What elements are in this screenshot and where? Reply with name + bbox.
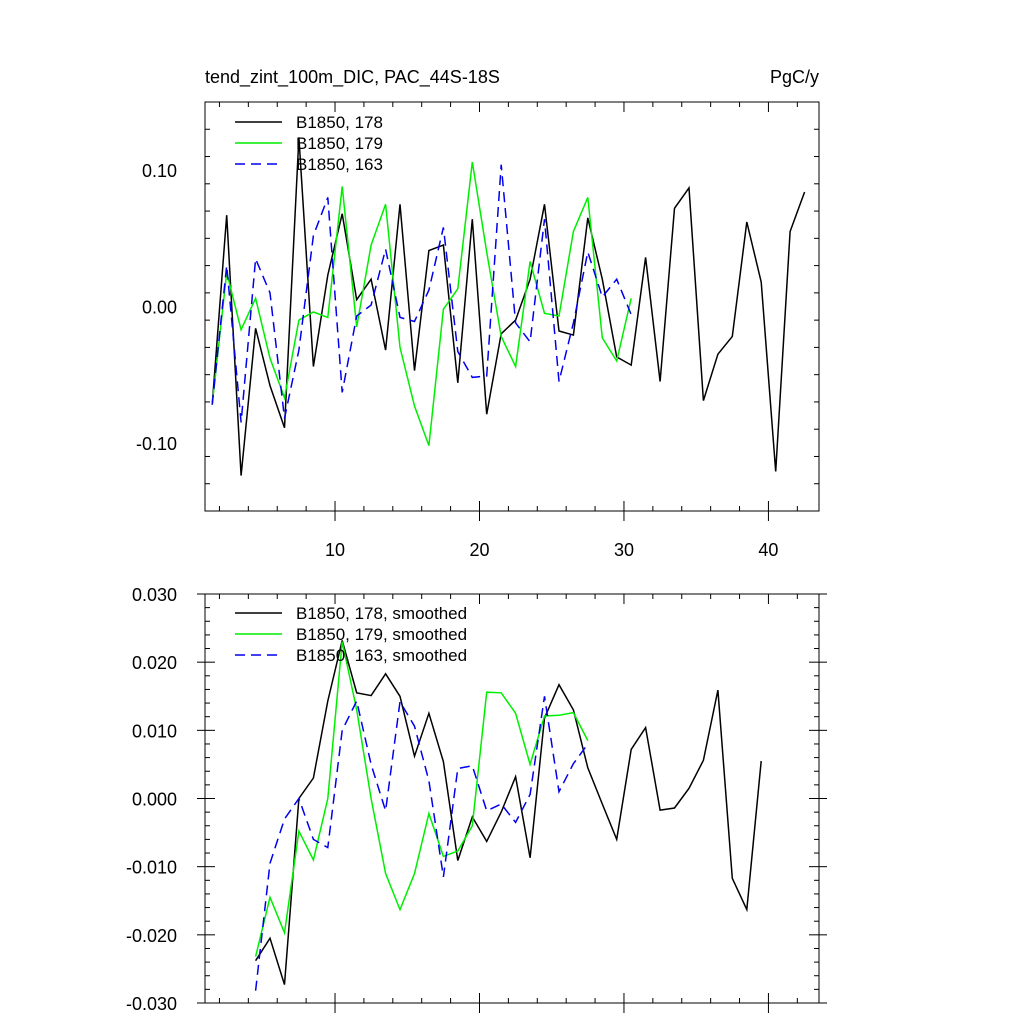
series-line bbox=[254, 641, 589, 957]
legend-label: B1850, 179 bbox=[296, 134, 383, 153]
legend-label: B1850, 179, smoothed bbox=[296, 625, 467, 644]
legend-label: B1850, 178, smoothed bbox=[296, 604, 467, 623]
top-panel: 10 20 30 40 -0.10 0.00 0.10 B1850, 178 B1850, 17… bbox=[136, 101, 820, 560]
series-line bbox=[211, 164, 632, 423]
y-tick-label: -0.020 bbox=[126, 926, 177, 946]
y-tick-label: 0.10 bbox=[142, 161, 177, 181]
y-tick-label: -0.10 bbox=[136, 434, 177, 454]
y-tick-label: 0.00 bbox=[142, 298, 177, 318]
legend-label: B1850, 163 bbox=[296, 155, 383, 174]
x-tick-label: 40 bbox=[758, 540, 778, 560]
chart-title: tend_zint_100m_DIC, PAC_44S-18S bbox=[205, 67, 500, 88]
chart-units: PgC/y bbox=[770, 67, 819, 87]
plot-frame bbox=[204, 101, 820, 512]
y-tick-label: 0.020 bbox=[132, 653, 177, 673]
y-tick-label: -0.030 bbox=[126, 994, 177, 1014]
bottom-panel: -0.030 -0.020 -0.010 0.000 0.010 0.020 0.030 B1… bbox=[126, 585, 827, 1014]
x-tick-label: 30 bbox=[614, 540, 634, 560]
x-tick-label: 10 bbox=[325, 540, 345, 560]
y-tick-label: 0.030 bbox=[132, 585, 177, 605]
series-line bbox=[254, 640, 762, 985]
y-tick-label: -0.010 bbox=[126, 858, 177, 878]
legend-label: B1850, 178 bbox=[296, 113, 383, 132]
series-line bbox=[211, 161, 632, 446]
series-line bbox=[211, 137, 806, 476]
y-tick-label: 0.010 bbox=[132, 721, 177, 741]
series-line bbox=[254, 696, 589, 991]
y-tick-label: 0.000 bbox=[132, 790, 177, 810]
x-tick-label: 20 bbox=[469, 540, 489, 560]
legend-label: B1850, 163, smoothed bbox=[296, 646, 467, 665]
